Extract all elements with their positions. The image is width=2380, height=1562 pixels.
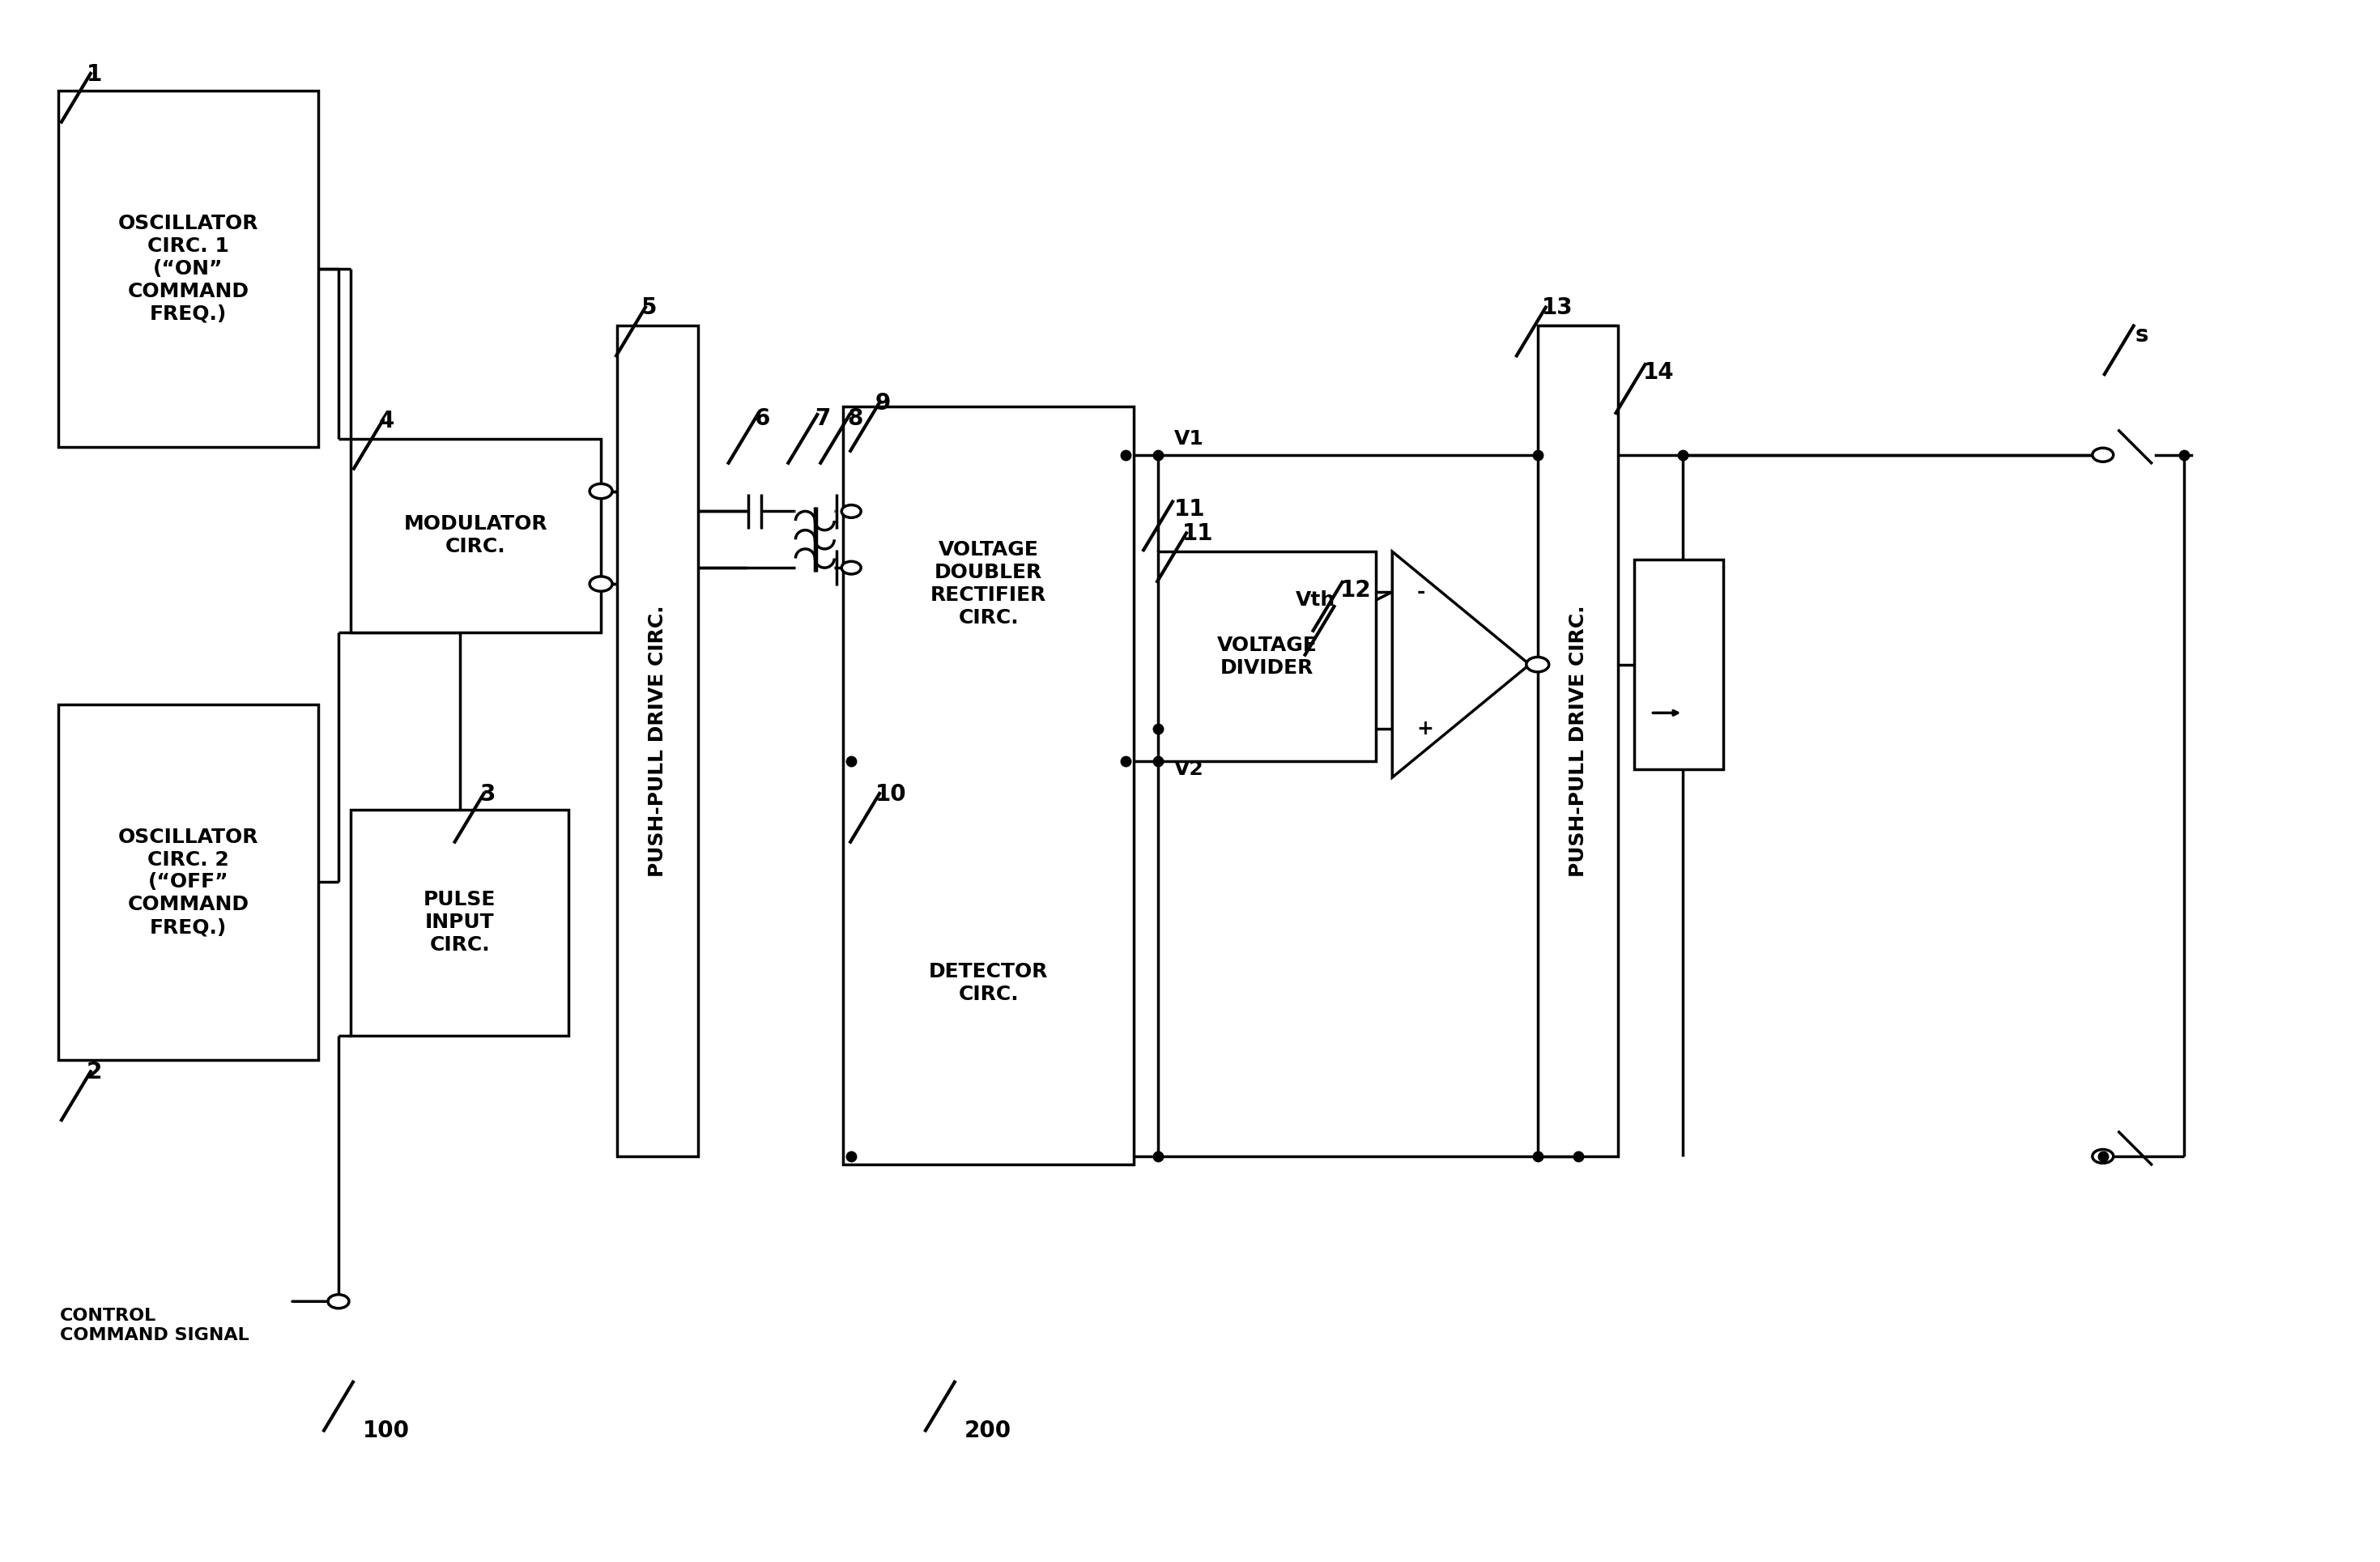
Text: -: - (1416, 583, 1426, 601)
Text: VOLTAGE
DIVIDER: VOLTAGE DIVIDER (1216, 636, 1316, 678)
Text: VOLTAGE
DOUBLER
RECTIFIER
CIRC.: VOLTAGE DOUBLER RECTIFIER CIRC. (931, 540, 1047, 628)
Text: OSCILLATOR
CIRC. 2
(“OFF”
COMMAND
FREQ.): OSCILLATOR CIRC. 2 (“OFF” COMMAND FREQ.) (119, 828, 259, 937)
Text: 6: 6 (754, 408, 771, 430)
Bar (1159, 551, 1376, 761)
Text: 5: 5 (640, 297, 657, 319)
Text: 11: 11 (1173, 498, 1204, 522)
Bar (350, 439, 600, 633)
Text: 12: 12 (1340, 580, 1371, 601)
Text: 3: 3 (481, 783, 495, 806)
Circle shape (843, 505, 862, 517)
Circle shape (590, 484, 612, 498)
Text: +: + (1416, 719, 1433, 739)
Text: PULSE
INPUT
CIRC.: PULSE INPUT CIRC. (424, 890, 495, 954)
Bar (350, 809, 569, 1036)
Text: 13: 13 (1542, 297, 1573, 319)
Text: 10: 10 (876, 783, 907, 806)
Bar (852, 809, 1126, 1156)
Bar (843, 406, 1133, 1164)
Text: 200: 200 (964, 1420, 1012, 1442)
Text: OSCILLATOR
CIRC. 1
(“ON”
COMMAND
FREQ.): OSCILLATOR CIRC. 1 (“ON” COMMAND FREQ.) (119, 214, 259, 323)
Bar (57, 91, 319, 447)
Text: s: s (2135, 325, 2149, 347)
Text: PUSH-PULL DRIVE CIRC.: PUSH-PULL DRIVE CIRC. (1568, 604, 1587, 876)
Circle shape (843, 561, 862, 575)
Bar (57, 704, 319, 1059)
Circle shape (1526, 658, 1549, 672)
Bar (852, 423, 1126, 745)
Text: 100: 100 (362, 1420, 409, 1442)
Text: 2: 2 (86, 1061, 102, 1084)
Circle shape (2092, 448, 2113, 462)
Bar (1537, 326, 1618, 1156)
Circle shape (2092, 1150, 2113, 1164)
Text: 7: 7 (814, 408, 831, 430)
Text: 4: 4 (378, 409, 395, 433)
Text: Vth: Vth (1295, 590, 1335, 609)
Text: CONTROL
COMMAND SIGNAL: CONTROL COMMAND SIGNAL (60, 1307, 250, 1343)
Circle shape (328, 1295, 350, 1309)
Text: 8: 8 (847, 408, 864, 430)
Text: PUSH-PULL DRIVE CIRC.: PUSH-PULL DRIVE CIRC. (647, 604, 666, 876)
Bar (1635, 559, 1723, 770)
Text: 14: 14 (1642, 361, 1673, 384)
Text: V2: V2 (1173, 759, 1204, 779)
Text: MODULATOR
CIRC.: MODULATOR CIRC. (405, 514, 547, 556)
Text: V1: V1 (1173, 430, 1204, 448)
Text: 11: 11 (1183, 523, 1214, 545)
Text: 1: 1 (86, 62, 102, 86)
Text: 9: 9 (876, 392, 890, 414)
Bar (616, 326, 697, 1156)
Text: DETECTOR
CIRC.: DETECTOR CIRC. (928, 962, 1047, 1004)
Circle shape (590, 576, 612, 592)
